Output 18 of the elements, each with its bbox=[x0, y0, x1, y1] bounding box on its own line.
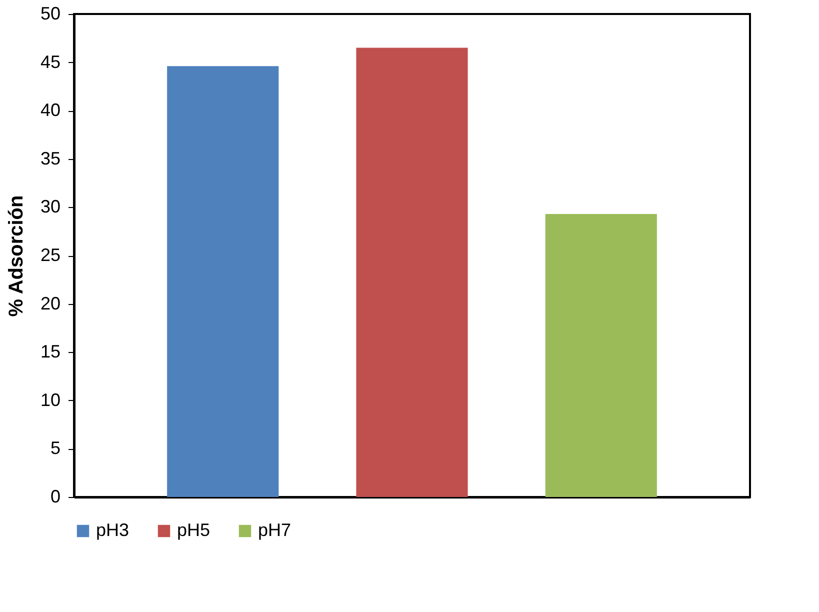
bar bbox=[545, 214, 657, 497]
y-axis-title: % Adsorción bbox=[5, 195, 28, 317]
y-tick-label: 10 bbox=[40, 390, 60, 410]
bar bbox=[356, 48, 468, 497]
legend-label: pH3 bbox=[96, 520, 130, 540]
y-tick-label: 45 bbox=[40, 52, 60, 72]
y-tick-label: 15 bbox=[40, 342, 60, 362]
y-tick-label: 40 bbox=[40, 100, 60, 120]
legend-label: pH5 bbox=[177, 520, 210, 540]
y-tick-label: 30 bbox=[40, 196, 60, 217]
legend-label: pH7 bbox=[258, 520, 292, 540]
y-tick-label: 35 bbox=[40, 148, 60, 168]
y-tick-label: 5 bbox=[50, 438, 60, 458]
y-tick-label: 20 bbox=[40, 293, 60, 314]
y-tick-label: 50 bbox=[40, 4, 60, 24]
y-tick-label: 25 bbox=[40, 245, 60, 265]
y-tick-label: 0 bbox=[50, 486, 60, 506]
bar bbox=[167, 66, 279, 497]
